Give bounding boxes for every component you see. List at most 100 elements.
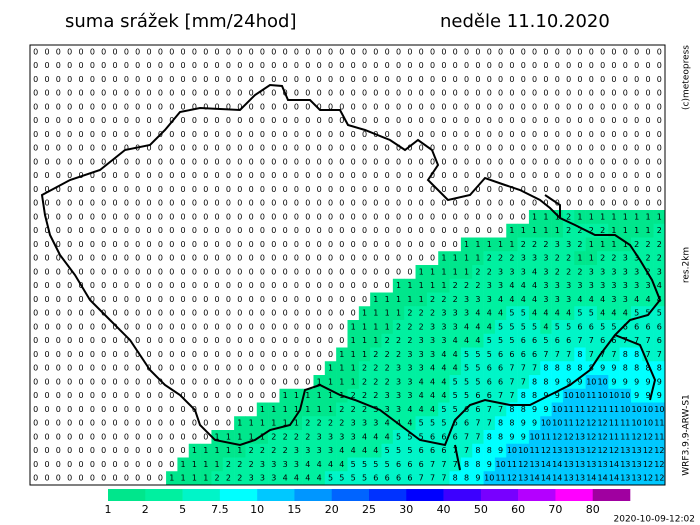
precip-cell [585,457,598,472]
cell-value: 0 [101,116,106,125]
cell-value: 3 [351,432,356,441]
precip-cell [585,210,598,225]
cell-value: 0 [521,116,526,125]
cell-value: 0 [385,226,390,235]
cell-value: 0 [237,240,242,249]
precip-cell [653,430,666,445]
precip-cell [370,430,382,445]
cell-value: 0 [112,102,117,111]
cell-value: 4 [657,281,662,290]
cell-value: 0 [135,157,140,166]
cell-value: 0 [373,212,378,221]
precip-cell [392,333,405,348]
cell-value: 0 [135,474,140,483]
cell-value: 0 [396,61,401,70]
precip-cell [415,457,428,472]
cell-value: 9 [657,391,662,400]
cell-value: 0 [521,212,526,221]
cell-value: 0 [215,336,220,345]
cell-value: 0 [645,171,650,180]
cell-value: 7 [555,350,560,359]
cell-value: 0 [124,102,129,111]
precip-cell [313,471,326,486]
precip-cell [279,430,292,445]
cell-value: 0 [577,89,582,98]
precip-cell [642,388,654,403]
cell-value: 0 [237,185,242,194]
cell-value: 0 [260,295,265,304]
precip-cell [494,416,507,431]
cell-value: 0 [226,199,231,208]
cell-value: 1 [623,240,628,249]
cell-value: 0 [90,171,95,180]
cell-value: 0 [169,185,174,194]
cell-value: 5 [407,432,412,441]
cell-value: 0 [124,474,129,483]
cell-value: 0 [124,61,129,70]
cell-value: 9 [509,432,514,441]
cell-value: 0 [181,281,186,290]
cell-value: 0 [328,322,333,331]
precip-cell [562,237,575,252]
precip-cell [404,292,416,307]
cell-value: 0 [147,350,152,359]
cell-value: 1 [577,212,582,221]
cell-value: 0 [192,350,197,359]
precip-cell [370,320,382,335]
cell-value: 0 [249,171,254,180]
cell-value: 0 [521,171,526,180]
cell-value: 0 [78,226,83,235]
precip-cell [483,416,496,431]
precip-cell [608,251,620,266]
cell-value: 0 [44,75,49,84]
precip-cell [551,278,564,293]
cell-value: 4 [521,295,526,304]
precip-cell [517,278,530,293]
cell-value: 3 [464,309,469,318]
precip-cell [551,251,564,266]
cell-value: 13 [586,460,596,469]
cell-value: 5 [453,377,458,386]
cell-value: 0 [657,89,662,98]
cell-value: 0 [294,322,299,331]
cell-value: 0 [56,75,61,84]
cell-value: 0 [328,212,333,221]
cell-value: 0 [215,47,220,56]
cell-value: 0 [498,212,503,221]
cell-value: 0 [611,144,616,153]
cell-value: 0 [566,157,571,166]
precip-cell [483,237,496,252]
cell-value: 0 [521,61,526,70]
cell-value: 3 [623,281,628,290]
cell-value: 12 [507,474,517,483]
cell-value: 0 [78,89,83,98]
precip-cell [460,306,473,321]
precip-cell [562,347,575,362]
cell-value: 0 [260,171,265,180]
cell-value: 2 [271,446,276,455]
precip-cell [551,375,564,390]
cell-value: 0 [158,419,163,428]
cell-value: 0 [192,116,197,125]
cell-value: 0 [464,116,469,125]
precip-cell [438,265,450,280]
precip-cell [404,320,416,335]
cell-value: 0 [44,212,49,221]
precip-cell [619,375,632,390]
cell-value: 2 [249,460,254,469]
cell-value: 13 [552,446,562,455]
cell-value: 0 [339,157,344,166]
precip-cell [381,457,394,472]
precip-cell [449,265,462,280]
cell-value: 8 [543,377,548,386]
cell-value: 0 [226,391,231,400]
precip-cell [358,430,371,445]
cell-value: 0 [135,336,140,345]
cell-value: 0 [430,157,435,166]
cell-value: 0 [283,377,288,386]
cell-value: 0 [33,377,38,386]
cell-value: 0 [44,336,49,345]
precip-cell [404,430,416,445]
cell-value: 0 [169,460,174,469]
cell-value: 0 [44,350,49,359]
